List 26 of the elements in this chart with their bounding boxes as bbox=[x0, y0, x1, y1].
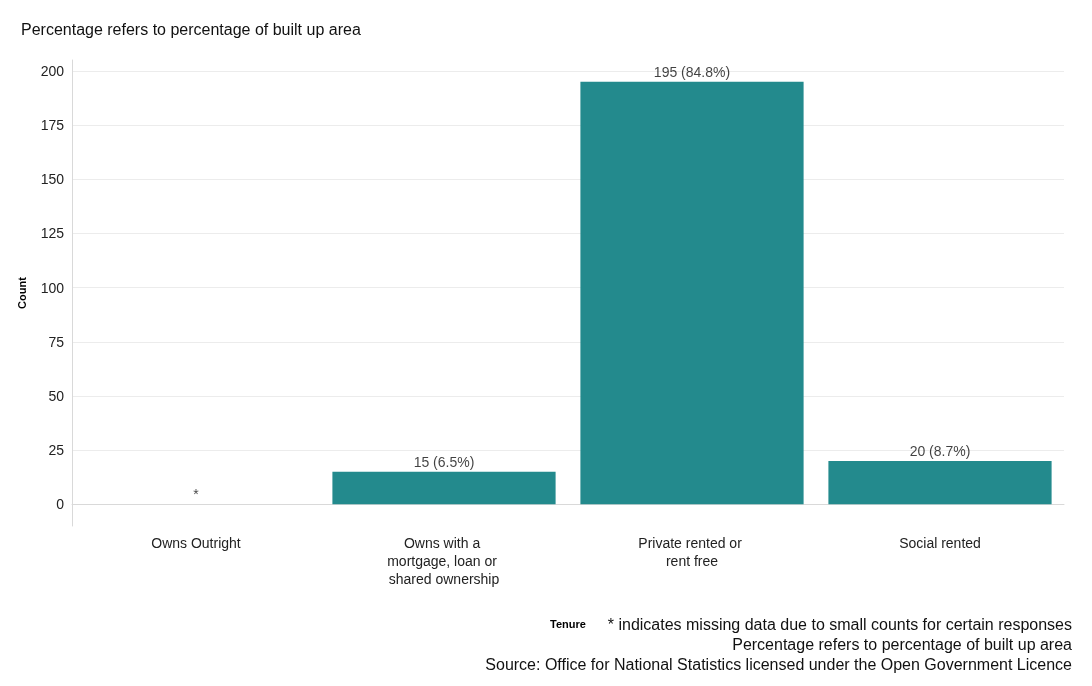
y-tick-label: 150 bbox=[40, 171, 65, 188]
y-tick-label: 175 bbox=[40, 117, 65, 134]
x-tick-label: Owns Outright bbox=[151, 535, 241, 551]
x-tick-label: Owns with a mortgage, loan or shared ownership bbox=[387, 535, 501, 587]
data-label: 20 (8.7%) bbox=[909, 442, 971, 459]
x-tick-label: Social rented bbox=[899, 535, 981, 551]
text: * indicates missing data due to small counts for certain responses bbox=[607, 615, 1072, 633]
data-label: 15 (6.5%) bbox=[413, 453, 475, 470]
data-label: 195 (84.8%) bbox=[653, 63, 731, 80]
y-tick-label: 25 bbox=[48, 442, 65, 459]
y-tick-label: 75 bbox=[48, 333, 65, 350]
text: * bbox=[193, 486, 199, 503]
y-tick-label: 200 bbox=[40, 62, 65, 79]
bar bbox=[580, 81, 804, 505]
y-tick-label: 0 bbox=[56, 496, 65, 513]
y-tick-label: 50 bbox=[48, 387, 65, 404]
x-axis-title: Tenure bbox=[550, 617, 586, 630]
bar bbox=[828, 460, 1052, 505]
text: Percentage refers to percentage of built up area bbox=[732, 635, 1073, 653]
y-tick-label: 100 bbox=[40, 279, 65, 296]
x-tick-label: Private rented or rent free bbox=[638, 535, 746, 569]
bar bbox=[332, 471, 556, 505]
source-note: Source: Office for National Statistics licensed under the Open Government Licence bbox=[485, 655, 1073, 673]
y-axis-title: Count bbox=[15, 276, 28, 309]
chart-title: Percentage refers to percentage of built up area bbox=[21, 20, 361, 38]
y-tick-label: 125 bbox=[40, 225, 65, 242]
